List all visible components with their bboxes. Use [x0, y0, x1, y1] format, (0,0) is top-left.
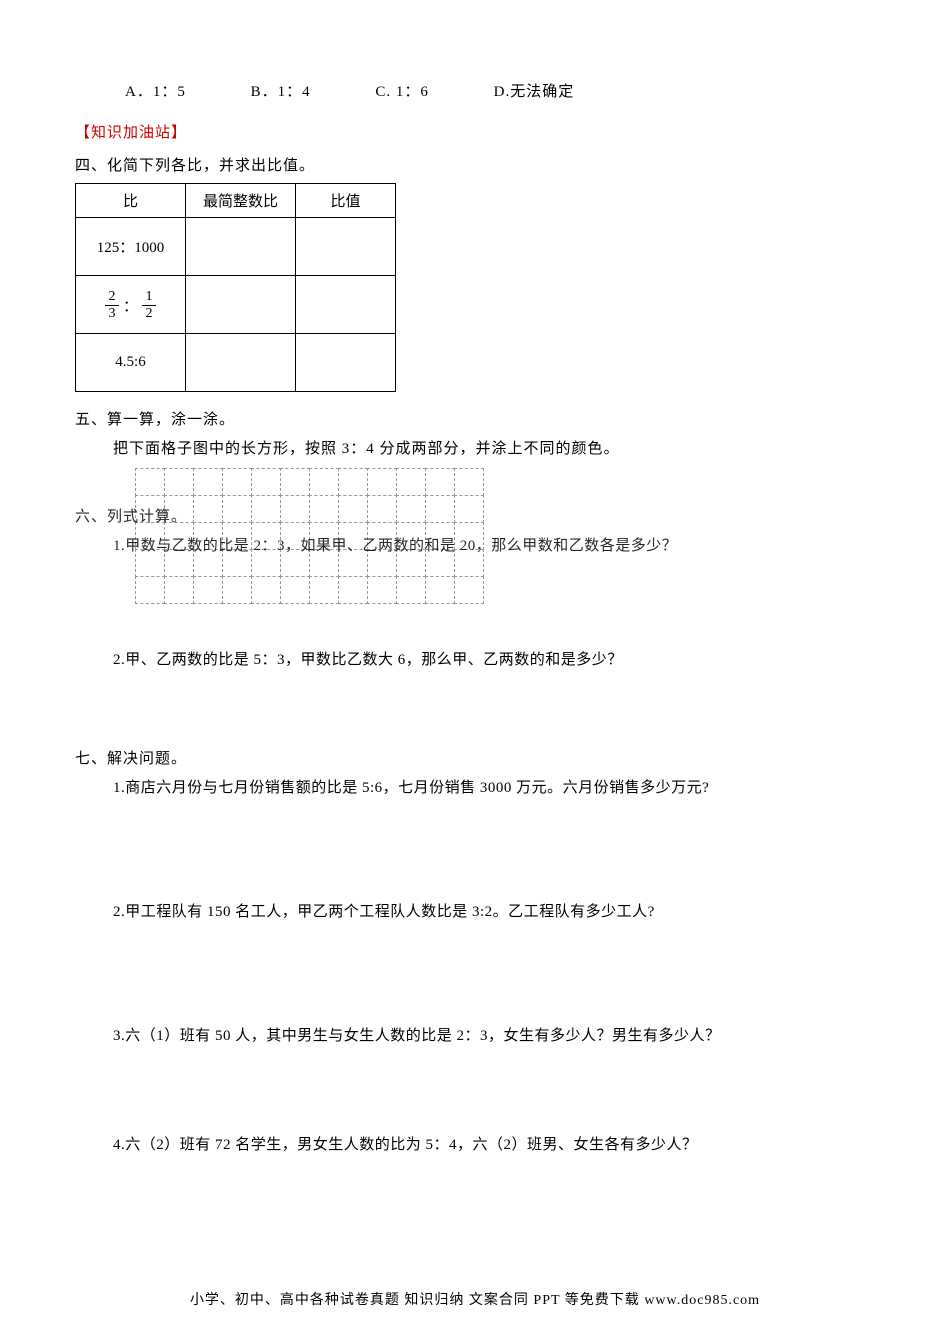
table-row: 125：1000: [76, 218, 396, 276]
section-7-heading: 七、解决问题。: [75, 747, 875, 768]
ratio-cell: 4.5:6: [76, 334, 186, 392]
answer-cell: [296, 218, 396, 276]
footer-link[interactable]: www.doc985.com: [644, 1293, 760, 1308]
option-c: C. 1：6: [375, 80, 429, 101]
section-6-heading: 六、列式计算。: [75, 505, 875, 526]
section-4-heading: 四、化简下列各比，并求出比值。: [75, 154, 875, 175]
ratio-cell: 2 3 ： 1 2: [76, 276, 186, 334]
problem-6-1: 1.甲数与乙数的比是 2：3，如果甲、乙两数的和是 20，那么甲数和乙数各是多少…: [113, 534, 875, 558]
problem-7-3: 3.六（1）班有 50 人，其中男生与女生人数的比是 2：3，女生有多少人？男生…: [113, 1024, 875, 1048]
option-a: A．1：5: [125, 80, 186, 101]
table-header-ratio: 比: [76, 184, 186, 218]
table-row: 4.5:6: [76, 334, 396, 392]
table-header-simplest: 最简整数比: [186, 184, 296, 218]
answer-cell: [296, 276, 396, 334]
fraction: 1 2: [142, 289, 156, 321]
fraction: 2 3: [105, 289, 119, 321]
option-b: B．1：4: [251, 80, 311, 101]
knowledge-station-heading: 【知识加油站】: [75, 121, 875, 142]
option-d: D.无法确定: [494, 80, 575, 101]
answer-cell: [186, 218, 296, 276]
mcq-options: A．1：5 B．1：4 C. 1：6 D.无法确定: [125, 80, 875, 101]
table-header-value: 比值: [296, 184, 396, 218]
section-5-instruction: 把下面格子图中的长方形，按照 3：4 分成两部分，并涂上不同的颜色。: [113, 437, 875, 458]
answer-cell: [296, 334, 396, 392]
section-5-heading: 五、算一算，涂一涂。: [75, 408, 875, 429]
ratio-cell: 125：1000: [76, 218, 186, 276]
table-row: 2 3 ： 1 2: [76, 276, 396, 334]
ratio-simplify-table: 比 最简整数比 比值 125：1000 2 3 ： 1: [75, 183, 396, 392]
answer-cell: [186, 334, 296, 392]
problem-7-4: 4.六（2）班有 72 名学生，男女生人数的比为 5：4，六（2）班男、女生各有…: [113, 1133, 875, 1157]
problem-7-2: 2.甲工程队有 150 名工人，甲乙两个工程队人数比是 3:2。乙工程队有多少工…: [113, 900, 875, 924]
page-footer: 小学、初中、高中各种试卷真题 知识归纳 文案合同 PPT 等免费下载 www.d…: [0, 1289, 950, 1309]
answer-cell: [186, 276, 296, 334]
footer-text: 小学、初中、高中各种试卷真题 知识归纳 文案合同 PPT 等免费下载: [190, 1293, 644, 1308]
problem-7-1: 1.商店六月份与七月份销售额的比是 5:6，七月份销售 3000 万元。六月份销…: [113, 776, 875, 800]
problem-6-2: 2.甲、乙两数的比是 5：3，甲数比乙数大 6，那么甲、乙两数的和是多少？: [113, 648, 875, 672]
